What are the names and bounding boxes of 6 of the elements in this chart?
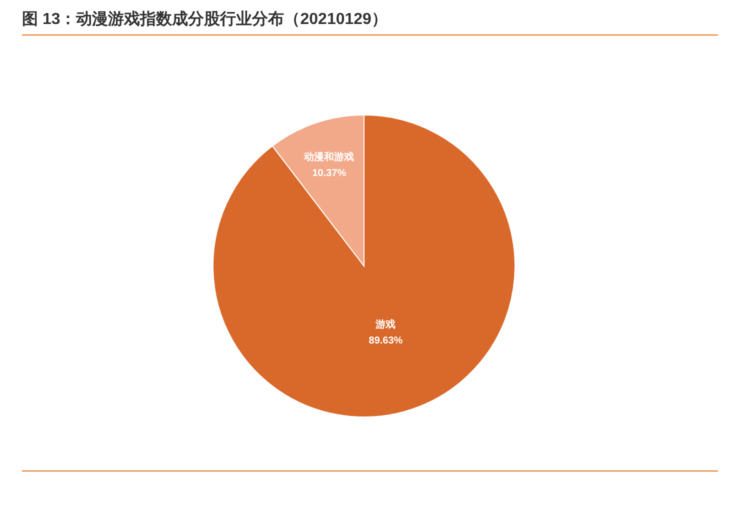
data-label: 89.63% — [368, 335, 403, 346]
pie-slice — [212, 114, 516, 418]
slice-label: 动漫和游戏 — [303, 151, 354, 163]
chart-title: 图 13：动漫游戏指数成分股行业分布（20210129） — [22, 10, 388, 28]
slice-label: 游戏 — [374, 318, 396, 330]
data-label: 10.37% — [312, 168, 346, 179]
